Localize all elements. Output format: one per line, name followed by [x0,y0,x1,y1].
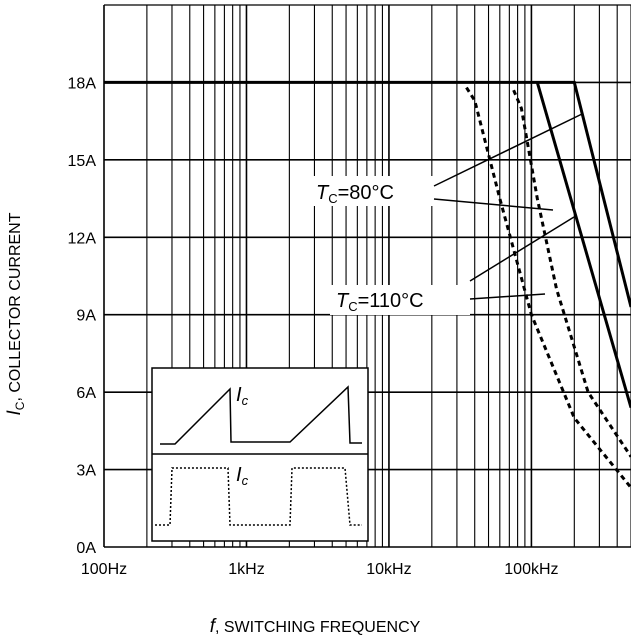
annotation-tc110-label: TC=110°C [336,290,424,314]
y-tick-label: 0A [76,540,96,557]
x-tick-label: 10kHz [366,561,411,578]
series-line-1 [104,80,631,308]
annotation-tc80: TC=80°C [300,113,583,211]
x-tick-label: 100kHz [504,561,558,578]
y-tick-label: 3A [76,463,96,480]
annotation-tc110-bg [330,285,470,315]
x-tick-label: 1kHz [228,561,264,578]
inset-waveform: Ic Ic [151,367,369,542]
series-line-3 [465,86,631,489]
tick-labels: 0A 3A 6A 9A 12A 15A 18A 100Hz 1kHz 10kHz 100kHz [68,75,559,578]
annotation-tc80-bg [300,176,440,206]
annotation-tc80-leader-lower [433,198,554,211]
annotation-tc110: TC=110°C [330,216,575,315]
annotation-tc80-label: TC=80°C [316,182,394,206]
x-tick-label: 100Hz [81,561,127,578]
series-line-2 [535,82,631,409]
inset-bottom-label: Ic [236,464,249,488]
y-tick-label: 9A [76,308,96,325]
series-line-4 [512,89,631,458]
y-tick-label: 12A [68,230,97,247]
annotation-tc80-leader-upper [433,113,583,187]
annotation-tc110-leader-lower [469,293,546,300]
inset-sawtooth-wave [160,385,362,445]
inset-top-label: Ic [236,384,249,408]
annotation-tc110-leader-upper [469,216,575,282]
y-tick-label: 6A [76,385,96,402]
y-tick-label: 18A [68,75,97,92]
series-group [104,80,631,489]
x-axis-label: f, SWITCHING FREQUENCY [210,616,421,637]
y-axis-label: IC, COLLECTOR CURRENT [4,212,27,415]
y-tick-label: 15A [68,153,97,170]
